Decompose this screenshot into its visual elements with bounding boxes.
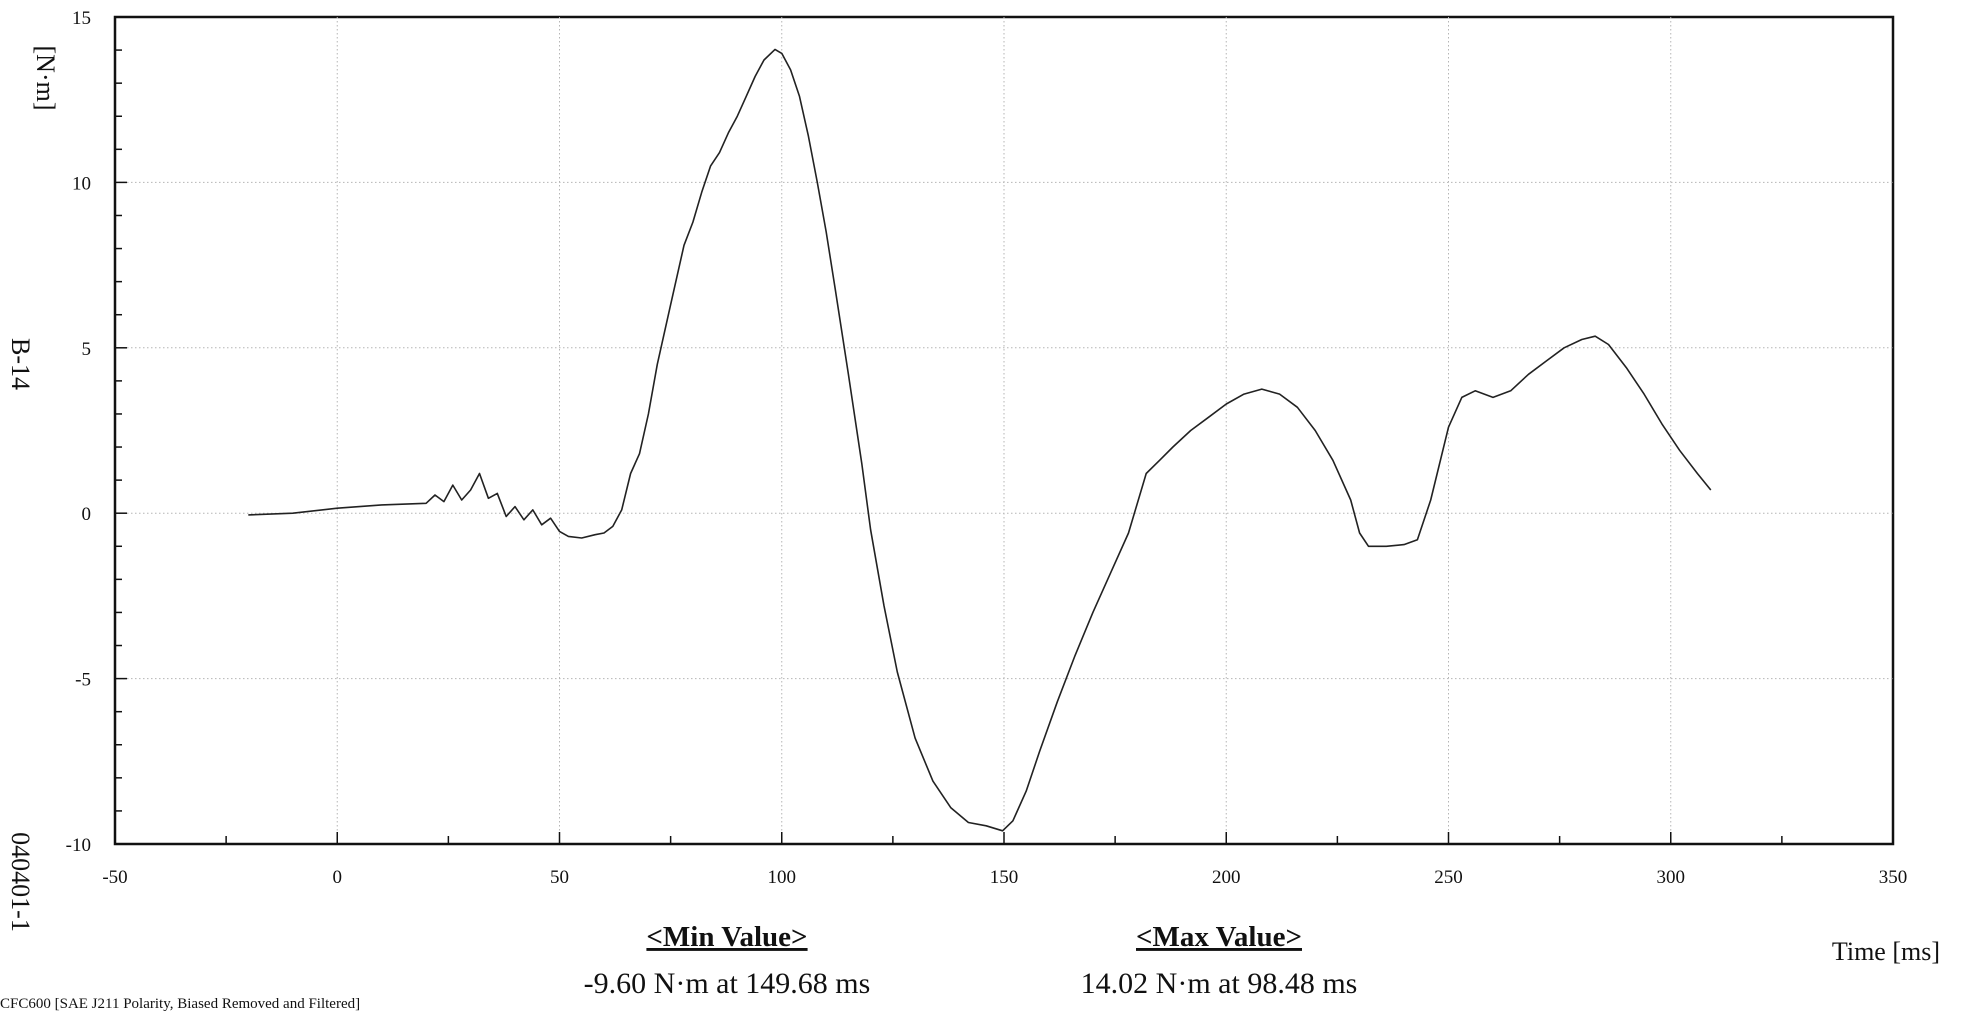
x-tick-label: -50 — [102, 867, 127, 888]
x-tick-label: 150 — [990, 867, 1019, 888]
y-tick-labels: -10 -5 0 5 10 15 — [66, 8, 91, 856]
x-tick-labels: -50 0 50 100 150 200 250 300 350 — [102, 867, 1907, 888]
max-value-heading: <Max Value> — [1136, 921, 1302, 953]
filter-footnote: CFC600 [SAE J211 Polarity, Biased Remove… — [0, 996, 360, 1012]
test-id-label: 040401-1 — [6, 832, 35, 932]
min-value-text: -9.60 N·m at 149.68 ms — [584, 967, 871, 1000]
minor-ticks — [114, 16, 1894, 845]
y-axis-unit-label: [N·m] — [31, 46, 60, 111]
x-tick-label: 350 — [1879, 867, 1908, 888]
y-tick-label: 10 — [72, 173, 91, 194]
x-tick-label: 100 — [768, 867, 797, 888]
grid-layer — [115, 17, 1893, 844]
series-line-b14 — [248, 48, 1712, 832]
y-tick-label: 5 — [82, 339, 92, 360]
x-tick-label: 200 — [1212, 867, 1241, 888]
y-tick-label: -10 — [66, 835, 91, 856]
x-tick-label: 50 — [550, 867, 569, 888]
x-tick-label: 300 — [1657, 867, 1686, 888]
y-tick-label: 15 — [72, 8, 91, 29]
y-tick-label: 0 — [82, 504, 92, 525]
y-tick-label: -5 — [75, 670, 91, 691]
x-axis-title: Time [ms] — [1832, 937, 1940, 966]
x-tick-label: 0 — [333, 867, 343, 888]
channel-label: B-14 — [6, 338, 35, 390]
x-tick-label: 250 — [1434, 867, 1463, 888]
min-value-heading: <Min Value> — [646, 921, 807, 953]
max-value-text: 14.02 N·m at 98.48 ms — [1081, 967, 1358, 1000]
